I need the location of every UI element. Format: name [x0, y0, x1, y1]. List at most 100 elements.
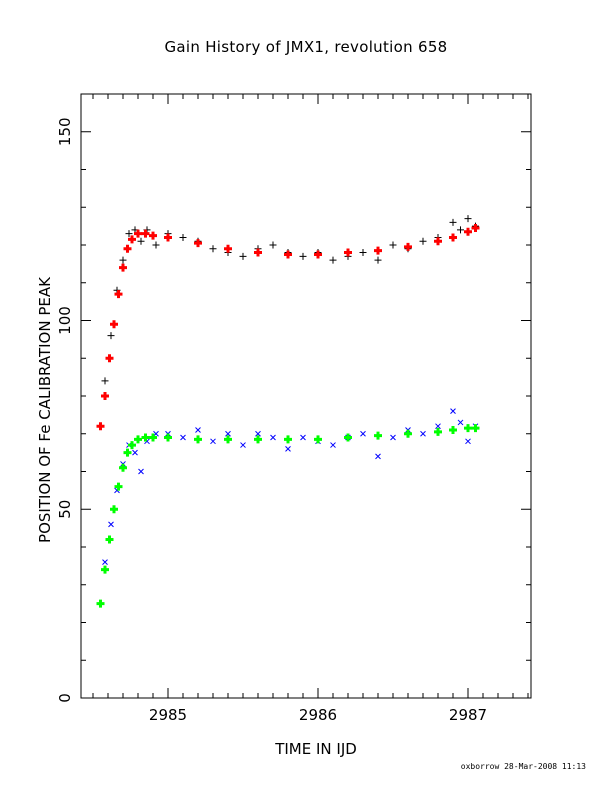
data-point: [119, 463, 127, 472]
data-point: [128, 235, 136, 244]
data-point: [374, 256, 382, 264]
data-point: [404, 242, 412, 251]
data-point: [195, 427, 201, 433]
data-point: [114, 482, 123, 491]
x-tick-label: 2985: [149, 706, 187, 724]
data-point: [300, 434, 306, 441]
y-axis-label: POSITION OF Fe CALIBRATION PEAK: [36, 277, 54, 543]
data-series: [96, 215, 480, 608]
data-point: [149, 231, 157, 240]
data-point: [284, 435, 292, 444]
data-point: [457, 419, 464, 426]
data-point: [194, 435, 202, 444]
chart-title: Gain History of JMX1, revolution 658: [164, 38, 448, 56]
axis-ticks: [81, 93, 531, 699]
data-point: [330, 442, 336, 448]
data-point: [285, 445, 291, 452]
series-0: [101, 215, 479, 385]
data-point: [132, 449, 138, 456]
data-point: [164, 233, 172, 242]
data-point: [374, 431, 382, 440]
data-point: [152, 241, 160, 249]
data-point: [138, 468, 144, 475]
data-point: [450, 408, 456, 414]
data-point: [210, 438, 216, 445]
series-2: [102, 408, 479, 565]
data-point: [254, 248, 262, 257]
data-point: [457, 226, 464, 234]
data-point: [284, 250, 292, 259]
data-point: [344, 248, 352, 257]
data-point: [110, 505, 118, 514]
data-point: [149, 433, 157, 442]
data-point: [101, 377, 109, 385]
y-tick-label: 0: [56, 693, 74, 703]
data-point: [101, 392, 109, 400]
data-point: [209, 245, 217, 253]
data-point: [471, 224, 480, 233]
data-point: [449, 218, 457, 226]
data-point: [255, 430, 261, 437]
data-point: [107, 332, 115, 340]
x-tick-label: 2987: [449, 706, 487, 724]
data-point: [374, 246, 382, 255]
data-point: [225, 430, 231, 437]
data-point: [344, 433, 352, 442]
data-point: [105, 354, 114, 363]
data-point: [134, 229, 142, 238]
data-point: [390, 434, 396, 441]
data-point: [134, 435, 142, 444]
data-point: [389, 241, 397, 249]
data-point: [119, 263, 127, 272]
data-point: [269, 241, 277, 249]
data-point: [194, 239, 202, 248]
data-point: [96, 599, 105, 608]
data-point: [128, 441, 136, 450]
data-point: [180, 434, 186, 441]
x-axis-label: TIME IN IJD: [275, 740, 357, 758]
data-point: [101, 565, 109, 574]
data-point: [404, 429, 412, 438]
data-point: [123, 448, 132, 457]
series-3: [96, 424, 480, 608]
data-point: [359, 249, 367, 257]
y-tick-label: 50: [56, 500, 74, 519]
data-point: [420, 430, 426, 437]
x-tick-label: 2986: [299, 706, 337, 724]
data-point: [314, 435, 322, 444]
data-point: [360, 430, 366, 437]
data-point: [464, 227, 472, 236]
data-point: [125, 230, 133, 238]
data-point: [435, 423, 441, 430]
data-point: [102, 559, 108, 565]
footer-stamp: oxborrow 28-Mar-2008 11:13: [460, 762, 586, 771]
data-point: [240, 442, 246, 448]
data-point: [137, 237, 145, 245]
data-point: [419, 237, 427, 245]
data-point: [449, 233, 457, 242]
data-point: [471, 424, 480, 433]
data-point: [239, 252, 247, 260]
axis-tick-labels: 0 50 100 150 2985 2986 2987: [56, 117, 487, 724]
data-point: [329, 256, 337, 264]
data-point: [314, 250, 322, 259]
y-tick-label: 150: [56, 117, 74, 146]
data-point: [299, 252, 307, 260]
data-point: [141, 229, 150, 238]
data-point: [270, 434, 276, 441]
data-point: [119, 256, 127, 264]
data-point: [465, 438, 471, 445]
data-point: [96, 422, 105, 431]
data-point: [123, 244, 132, 253]
plot-frame: [80, 93, 532, 699]
data-point: [434, 237, 442, 246]
data-point: [224, 244, 232, 253]
data-point: [434, 427, 442, 436]
data-point: [108, 521, 114, 528]
data-point: [449, 425, 457, 434]
y-tick-label: 100: [56, 306, 74, 335]
series-1: [96, 224, 480, 431]
data-point: [254, 435, 262, 444]
data-point: [179, 233, 187, 241]
